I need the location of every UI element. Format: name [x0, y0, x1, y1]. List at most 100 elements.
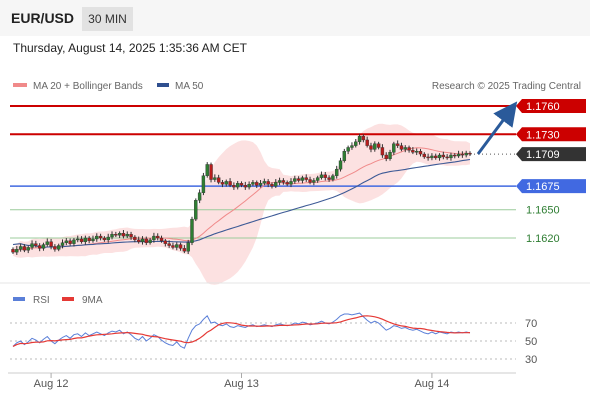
ma50-line: [12, 158, 471, 249]
candle-body: [464, 152, 468, 156]
candle-body: [468, 152, 472, 155]
pair-title: EUR/USD: [11, 10, 75, 26]
price-label-box: [516, 179, 586, 194]
candle-body: [243, 184, 248, 188]
price-label-resistance: 1.1760: [526, 101, 560, 113]
candle-body: [407, 147, 411, 151]
candle-body: [403, 147, 407, 150]
candle-body: [434, 155, 438, 159]
candle-body: [64, 240, 69, 243]
rsi-tick-label: 50: [525, 336, 537, 348]
rsi-tick-label: 30: [525, 354, 537, 366]
candle-body: [327, 177, 331, 180]
candle-body: [129, 234, 133, 238]
x-tick-label: Aug 13: [224, 378, 259, 390]
candle-body: [190, 218, 194, 243]
candle-body: [34, 243, 38, 246]
candle-body: [426, 156, 430, 159]
rsi-ma-line: [12, 315, 471, 347]
candle-body: [361, 135, 366, 141]
candle-body: [258, 183, 263, 186]
candle-body: [102, 237, 107, 241]
candle-body: [11, 249, 15, 253]
candle-body: [83, 237, 88, 242]
candle-body: [49, 241, 53, 247]
candle-body: [449, 154, 453, 159]
candle-body: [281, 180, 286, 183]
rsi-tick-label: 70: [525, 318, 537, 330]
candle-body: [437, 154, 442, 159]
rsi-legend-label: RSI: [33, 295, 50, 306]
candle-body: [152, 235, 156, 241]
price-label-box: [516, 127, 586, 142]
candle-body: [30, 243, 34, 248]
candle-body: [159, 237, 164, 242]
candle-body: [37, 245, 42, 249]
candle-body: [342, 151, 347, 161]
candle-body: [270, 184, 274, 187]
candle-body: [41, 244, 46, 249]
price-labels: 1.1760 1.1730 1.1709 1.1675 1.1650 1.1620: [516, 99, 586, 245]
candle-body: [319, 174, 324, 178]
candle-body: [323, 174, 327, 178]
candle-body: [209, 164, 213, 180]
candle-body: [441, 154, 446, 158]
timeframe-badge[interactable]: 30 MIN: [82, 7, 133, 31]
candle-body: [194, 200, 198, 220]
candle-body: [87, 237, 91, 242]
candle-body: [18, 246, 23, 250]
candle-body: [376, 143, 381, 148]
candle-body: [304, 177, 308, 180]
candle-body: [228, 181, 232, 186]
candle-body: [144, 238, 148, 243]
candle-body: [331, 175, 335, 180]
candle-body: [445, 156, 449, 159]
candle-body: [262, 181, 267, 184]
candle-body: [235, 183, 240, 188]
price-label-pivot: 1.1675: [526, 181, 560, 193]
candle-body: [369, 145, 373, 150]
candle-body: [163, 240, 168, 244]
candle-body: [76, 238, 80, 241]
candle-body: [45, 241, 49, 245]
candle-body: [384, 154, 388, 159]
candle-body: [338, 160, 343, 170]
price-label-support: 1.1620: [526, 233, 560, 245]
candle-body: [456, 153, 461, 157]
candle-body: [380, 147, 385, 156]
candle-body: [430, 155, 434, 159]
candle-body: [79, 238, 84, 242]
candle-body: [274, 182, 278, 187]
candle-body: [224, 181, 228, 185]
candle-body: [133, 236, 137, 241]
candle-body: [110, 234, 114, 238]
candle-body: [365, 139, 369, 146]
x-tick-label: Aug 12: [34, 378, 69, 390]
candle-body: [346, 147, 350, 152]
candle-body: [117, 233, 122, 236]
ma20-legend-label: MA 20 + Bollinger Bands: [33, 81, 143, 92]
candle-body: [453, 154, 457, 157]
timestamp: Thursday, August 14, 2025 1:35:36 AM CET: [13, 41, 247, 55]
candle-body: [95, 235, 99, 240]
candle-body: [300, 177, 305, 181]
candle-body: [414, 151, 419, 153]
candle-body: [411, 150, 415, 153]
candle-body: [277, 180, 282, 183]
candle-body: [308, 179, 312, 183]
candle-body: [167, 243, 171, 246]
candle-body: [392, 143, 396, 153]
candle-body: [289, 181, 293, 185]
candle-body: [22, 246, 27, 251]
ma50-legend-label: MA 50: [175, 81, 204, 92]
candle-body: [255, 182, 259, 186]
rsi-panel: 70 50 30: [10, 312, 537, 366]
candle-body: [315, 177, 320, 181]
candle-body: [205, 164, 209, 176]
candle-body: [220, 182, 225, 185]
candle-body: [197, 192, 202, 201]
candle-body: [251, 182, 255, 185]
x-tick-label: Aug 14: [414, 378, 449, 390]
